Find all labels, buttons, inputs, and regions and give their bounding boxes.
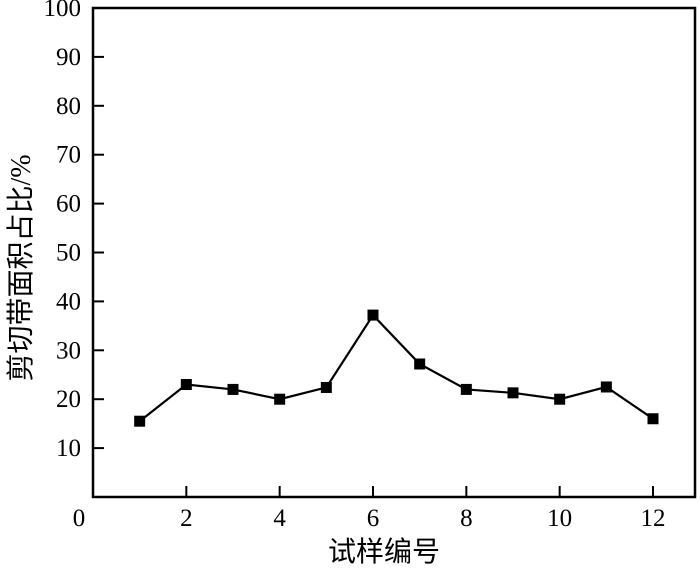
data-point — [180, 379, 192, 391]
data-point — [647, 413, 659, 425]
data-point — [414, 358, 426, 370]
x-tick-label: 4 — [273, 505, 286, 532]
data-point — [367, 309, 379, 321]
y-tick-label: 30 — [56, 337, 81, 364]
x-tick-label: 10 — [547, 505, 572, 532]
x-tick-label: 2 — [180, 505, 193, 532]
x-tick-label: 8 — [460, 505, 473, 532]
y-tick-label: 20 — [56, 386, 81, 413]
y-tick-label: 40 — [56, 288, 81, 315]
x-tick-label: 0 — [73, 505, 86, 532]
plot-frame — [91, 6, 697, 499]
data-point — [507, 387, 519, 399]
data-point — [600, 381, 612, 393]
x-axis-label: 试样编号 — [328, 536, 440, 568]
y-tick-label: 80 — [56, 93, 81, 120]
data-point — [274, 393, 286, 405]
y-tick-label: 100 — [44, 0, 82, 22]
data-point — [134, 415, 146, 427]
y-tick-label: 70 — [56, 142, 81, 169]
x-tick-label: 12 — [641, 505, 666, 532]
x-tick-label: 6 — [367, 505, 380, 532]
y-tick-label: 50 — [56, 240, 81, 267]
data-point — [554, 393, 566, 405]
data-point — [320, 381, 332, 393]
data-line — [138, 313, 654, 423]
y-axis-label: 剪切带面积占比/% — [5, 154, 37, 381]
y-tick-label: 60 — [56, 191, 81, 218]
data-point — [227, 383, 239, 395]
y-tick-label: 90 — [56, 44, 81, 71]
y-tick-label: 10 — [56, 435, 81, 462]
data-point — [460, 383, 472, 395]
